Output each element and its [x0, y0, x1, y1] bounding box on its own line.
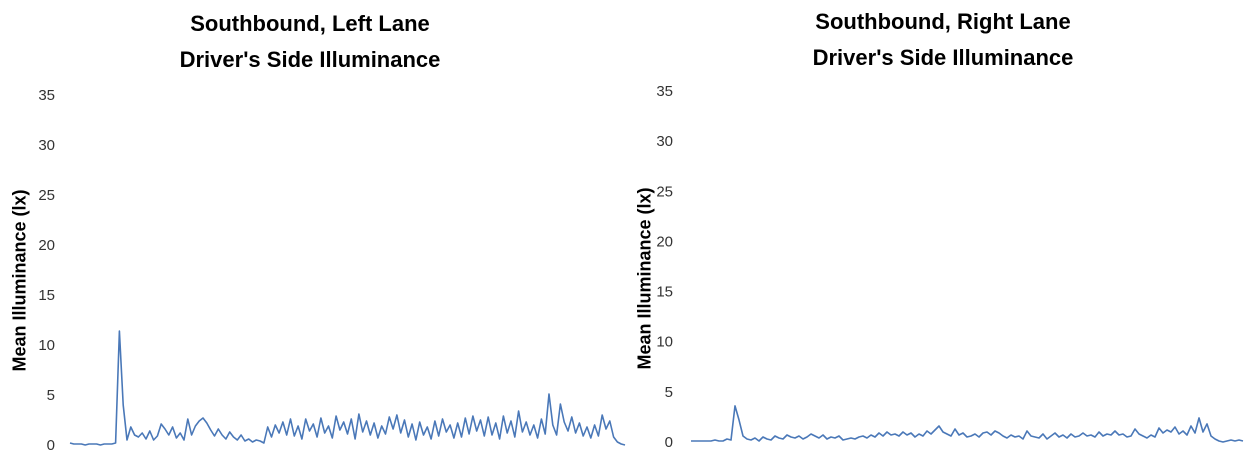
- chart-left: Southbound, Left Lane Driver's Side Illu…: [10, 6, 626, 452]
- y-tick-label: 10: [656, 334, 673, 351]
- chart-title-line-1: Southbound, Right Lane: [815, 9, 1071, 34]
- y-tick-label: 15: [38, 287, 55, 304]
- y-tick-label: 25: [38, 187, 55, 204]
- plot-area: 0 5 10 15 20 25 30 35: [38, 87, 626, 452]
- y-tick-label: 0: [47, 437, 55, 452]
- y-tick-label: 25: [656, 183, 673, 200]
- y-tick-label: 5: [665, 384, 673, 401]
- chart-title-line-2: Driver's Side Illuminance: [812, 45, 1074, 70]
- plot-area: 0 5 10 15 20 25 30 35: [656, 83, 1244, 451]
- y-tick-label: 5: [47, 387, 55, 404]
- y-tick-label: 30: [38, 137, 55, 154]
- y-tick-label: 20: [656, 233, 673, 250]
- chart-title-line-1: Southbound, Left Lane: [190, 11, 430, 36]
- chart-title: Southbound, Right Lane Driver's Side Ill…: [743, 4, 1143, 76]
- y-tick-label: 35: [656, 83, 673, 100]
- chart-title: Southbound, Left Lane Driver's Side Illu…: [120, 6, 500, 78]
- y-tick-label: 15: [656, 284, 673, 301]
- series-line: [69, 330, 626, 446]
- chart-right: Southbound, Right Lane Driver's Side Ill…: [623, 0, 1246, 452]
- y-tick-label: 30: [656, 133, 673, 150]
- chart-title-line-2: Driver's Side Illuminance: [179, 47, 441, 72]
- y-tick-label: 35: [38, 87, 55, 104]
- series-line: [691, 405, 1244, 443]
- y-tick-label: 20: [38, 237, 55, 254]
- y-tick-label: 10: [38, 337, 55, 354]
- y-tick-label: 0: [665, 434, 673, 451]
